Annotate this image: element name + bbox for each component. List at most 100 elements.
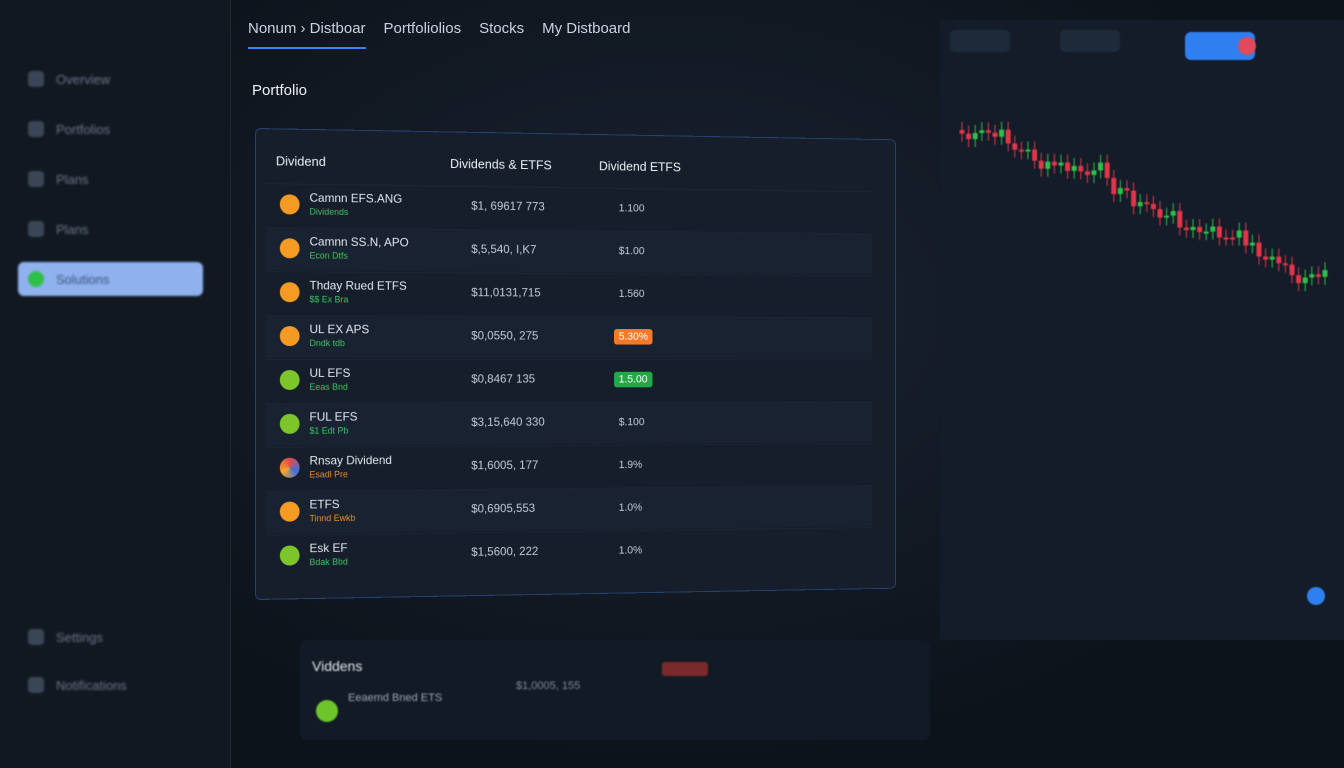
tab[interactable]: My Distboard — [542, 20, 631, 37]
table-row[interactable]: UL EFS Eeas Bnd $0,8467 135 1.5.00 — [265, 359, 873, 402]
candle-body — [1045, 161, 1051, 169]
asset-subtitle: Bdak Bbd — [309, 556, 348, 568]
asset-name: FUL EFS — [309, 409, 358, 424]
nav-icon — [28, 629, 44, 645]
candle-body — [1005, 129, 1011, 144]
candle — [1256, 234, 1262, 265]
asset-name: Camnn EFS.ANG — [309, 190, 403, 206]
nav-label: Portfolios — [56, 121, 111, 137]
candle — [1269, 248, 1275, 268]
candle-body — [1203, 231, 1209, 234]
candle — [1236, 222, 1242, 246]
nav-item[interactable]: Plans — [18, 162, 203, 196]
candle — [1177, 203, 1183, 236]
candle-body — [1236, 230, 1242, 238]
candle-body — [1144, 202, 1150, 205]
table-row[interactable]: Thday Rued ETFS $$ Ex Bra $11,0131,715 1.56… — [265, 271, 873, 317]
chart-canvas — [950, 30, 1328, 605]
table-row[interactable]: ETFS Tinnd Ewkb $0,6905,553 1.0% — [265, 485, 873, 534]
candle — [1025, 141, 1031, 160]
candle-body — [1263, 256, 1269, 260]
chart-button[interactable] — [950, 30, 1010, 52]
nav-item[interactable]: Overview — [18, 62, 203, 96]
nav-label: Settings — [56, 629, 103, 645]
chart-button[interactable] — [1060, 30, 1120, 52]
asset-amount: $11,0131,715 — [471, 285, 541, 300]
candle — [1170, 203, 1176, 224]
candle — [1091, 162, 1097, 183]
nav-icon — [28, 271, 44, 287]
candle — [1230, 229, 1236, 246]
candle-body — [1249, 242, 1255, 246]
candle — [1117, 180, 1123, 203]
nav-item[interactable]: Portfolios — [18, 112, 203, 146]
candle — [1309, 266, 1315, 286]
tab[interactable]: Stocks — [479, 20, 525, 37]
candle — [1157, 201, 1163, 226]
candle-body — [1170, 211, 1176, 216]
table-row[interactable]: Esk EF Bdak Bbd $1,5600, 222 1.0% — [265, 527, 873, 578]
nav-item[interactable]: Plans — [18, 212, 203, 246]
table-row[interactable]: Camnn EFS.ANG Dividends $1, 69617 773 1.100 — [265, 183, 873, 233]
candle — [1124, 180, 1130, 199]
candle — [1045, 153, 1051, 177]
candle — [979, 122, 985, 142]
candle-body — [1322, 270, 1328, 277]
candle — [1296, 267, 1302, 292]
candle-body — [1289, 264, 1295, 276]
table-row[interactable]: UL EX APS Dndk tdb $0,0550, 275 5.30% — [265, 315, 873, 359]
candle — [1137, 194, 1143, 215]
asset-name: Thday Rued ETFS — [309, 278, 407, 293]
candle-body — [1131, 190, 1137, 207]
candle — [1190, 218, 1196, 239]
asset-subtitle: Dividends — [309, 206, 349, 218]
footer-name: Eeaemd Bned ETS — [348, 692, 443, 704]
price-chart — [940, 20, 1344, 640]
nav-item[interactable]: Solutions — [18, 262, 203, 296]
tab[interactable]: Portfoliolios — [383, 20, 462, 37]
candle — [1216, 218, 1222, 246]
candle — [1038, 152, 1044, 177]
chart-control[interactable] — [1307, 587, 1325, 605]
asset-rate: $1.00 — [618, 245, 645, 258]
candle-body — [985, 130, 991, 133]
footer-title: Viddens — [312, 658, 363, 674]
asset-name: Camnn SS.N, APO — [309, 234, 409, 250]
asset-name: Rnsay Dividend — [309, 453, 392, 468]
asset-rate: 1.5.00 — [614, 371, 653, 388]
nav-item[interactable]: Notifications — [18, 668, 203, 702]
table-row[interactable]: Rnsay Dividend Esadl Pre $1,6005, 177 1.9% — [265, 443, 873, 490]
candle — [1276, 248, 1282, 272]
nav-icon — [28, 677, 44, 693]
asset-rate: 1.9% — [618, 459, 643, 471]
table-row[interactable]: FUL EFS $1 Edt Pb $3,15,640 330 $.100 — [265, 401, 873, 446]
table-row[interactable]: Camnn SS.N, APO Econ Dtfs $,5,540, I,K7 $1.… — [265, 227, 873, 275]
nav-label: Plans — [56, 221, 89, 237]
candle — [1223, 229, 1229, 246]
tab[interactable]: Nonum › Distboar — [248, 16, 366, 49]
candle — [1071, 157, 1077, 179]
tab-bar: Nonum › Distboar Portfoliolios Stocks My Di… — [248, 16, 630, 49]
nav-item[interactable]: Settings — [18, 620, 203, 654]
asset-amount: $1,6005, 177 — [471, 457, 539, 473]
column-header: Dividend — [275, 153, 326, 170]
candle-body — [1111, 177, 1117, 195]
table-panel: Dividend Dividends & ETFS Dividend ETFS Cam… — [255, 128, 896, 600]
candle — [1249, 234, 1255, 254]
asset-amount: $1,5600, 222 — [471, 544, 539, 559]
nav-icon — [28, 71, 44, 87]
portfolio-title[interactable]: Portfolio — [252, 82, 308, 99]
candle — [1210, 218, 1216, 240]
asset-amount: $3,15,640 330 — [471, 414, 545, 429]
candle — [1263, 248, 1269, 268]
candle-body — [1051, 161, 1057, 166]
candle — [1150, 195, 1156, 218]
nav-label: Overview — [56, 71, 111, 87]
asset-amount: $,5,540, I,K7 — [471, 242, 537, 257]
candle-body — [1124, 188, 1130, 191]
candle — [1012, 135, 1018, 158]
candle-body — [1309, 274, 1315, 278]
asset-subtitle: $$ Ex Bra — [309, 294, 349, 305]
primary-button[interactable] — [1185, 32, 1255, 60]
nav-icon — [28, 171, 44, 187]
